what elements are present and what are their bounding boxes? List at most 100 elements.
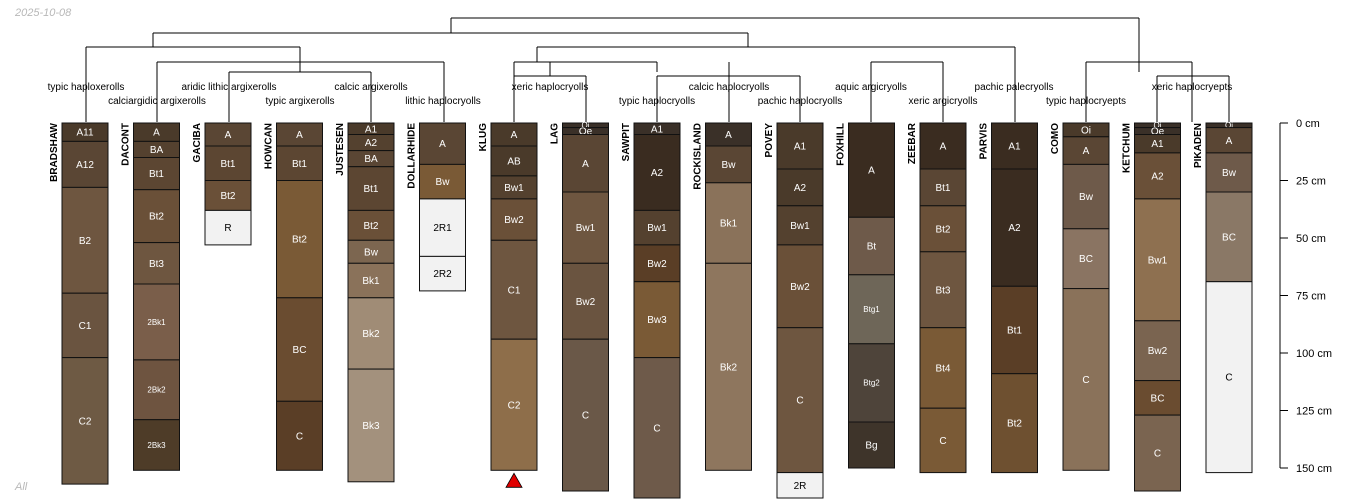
horizon-label: Bt — [867, 242, 877, 253]
axis-tick-label: 100 cm — [1296, 348, 1332, 360]
profile-name: COMO — [1050, 123, 1061, 154]
horizon-label: Bw — [364, 247, 379, 258]
horizon-2bk2 — [133, 359, 180, 421]
horizon-label: Bw2 — [576, 297, 596, 308]
profile-name: HOWCAN — [264, 123, 275, 169]
horizon-label: Oi — [1225, 121, 1233, 130]
footer-label: All — [15, 481, 28, 493]
horizon-bt1 — [276, 145, 323, 181]
horizon-label: A12 — [76, 160, 94, 171]
horizon-bc — [1205, 191, 1253, 283]
horizon-bw — [705, 145, 752, 184]
profile-klug: KLUG A AB Bw1 Bw2 C1 C2 — [478, 122, 538, 471]
horizon-a1 — [991, 122, 1038, 170]
horizon-label: A — [153, 128, 160, 139]
horizon-bt2 — [347, 209, 395, 241]
taxon-label: lithic haplocryolls — [405, 96, 481, 107]
depth-axis: 0 cm 25 cm 50 cm 75 cm 100 cm 125 cm 150 cm — [1279, 118, 1332, 475]
axis-tick-label: 0 cm — [1296, 118, 1320, 130]
horizon-bw2 — [776, 244, 824, 329]
horizon-label: C2 — [79, 416, 92, 427]
profile-name: FOXHILL — [836, 123, 847, 166]
horizon-label: Bk2 — [720, 362, 738, 373]
horizon-bg — [848, 421, 895, 469]
horizon-label: Bt2 — [292, 235, 307, 246]
horizon-bt2 — [133, 189, 180, 244]
horizon-label: Bt3 — [935, 285, 950, 296]
horizon-label: Oe — [579, 127, 593, 138]
profile-dollarhide: DOLLARHIDE A Bw 2R1 2R2 — [407, 122, 466, 292]
horizon-label: Bw2 — [504, 215, 524, 226]
horizon-label: Oi — [1154, 121, 1162, 130]
horizon-label: B2 — [79, 236, 92, 247]
horizon-label: Bt2 — [935, 224, 950, 235]
taxon-label: xeric haplocryolls — [512, 82, 589, 93]
horizon-label: 2R2 — [433, 269, 452, 280]
profile-justesen: JUSTESEN A1 A2 BA Bt1 Bt2 Bw Bk1 Bk2 Bk3 — [335, 122, 395, 483]
horizon-label: Bt2 — [149, 212, 164, 223]
horizon-label: A2 — [365, 138, 378, 149]
horizon-bk2 — [705, 262, 752, 471]
taxon-label: calcic haplocryolls — [689, 82, 770, 93]
horizon-bt3 — [133, 242, 180, 285]
taxon-label: calciargidic argixerolls — [108, 96, 206, 107]
horizon-2bk3 — [133, 419, 180, 471]
horizon-label: A11 — [76, 128, 93, 139]
horizon-2r — [776, 472, 824, 499]
profile-name: DACONT — [121, 123, 132, 166]
horizon-btg1 — [848, 274, 895, 345]
horizon-label: Bt1 — [292, 159, 307, 170]
horizon-bc — [1134, 380, 1181, 416]
horizon-label: Bw1 — [647, 223, 667, 234]
horizon-label: BC — [1151, 393, 1165, 404]
horizon-label: Bw — [1079, 192, 1094, 203]
horizon-label: Bw1 — [504, 183, 524, 194]
horizon-c — [276, 400, 323, 471]
taxon-label: aquic argicryolls — [835, 82, 907, 93]
horizon-bk3 — [347, 368, 395, 483]
horizon-label: A1 — [365, 124, 378, 135]
horizon-bw2 — [1134, 320, 1181, 382]
horizon-bt2 — [276, 180, 323, 299]
horizon-label: Bw2 — [647, 259, 667, 270]
horizon-label: C — [796, 396, 803, 407]
taxon-label: typic haploxerolls — [48, 82, 125, 93]
horizon-label: C1 — [508, 285, 521, 296]
date-label: 2025-10-08 — [15, 7, 72, 19]
profile-name: ZEEBAR — [907, 122, 918, 164]
horizon-label: Bt4 — [935, 363, 950, 374]
horizon-label: C — [296, 431, 303, 442]
profile-name: GACIBA — [192, 123, 203, 162]
horizon-bw1 — [633, 209, 681, 246]
horizon-c — [919, 407, 967, 474]
horizon-bt4 — [919, 327, 967, 409]
taxon-label: pachic palecryolls — [975, 82, 1054, 93]
horizon-label: R — [224, 223, 231, 234]
horizon-label: Btg2 — [863, 379, 880, 388]
horizon-label: BC — [1222, 232, 1236, 243]
horizon-label: Bk1 — [720, 219, 738, 230]
horizon-label: Bw1 — [790, 221, 810, 232]
profile-rockisland: ROCKISLAND A Bw Bk1 Bk2 — [693, 122, 752, 471]
horizon-label: A2 — [651, 168, 664, 179]
horizon-bw — [419, 163, 466, 200]
taxon-label: xeric argicryolls — [909, 96, 978, 107]
profile-parvis: PARVIS A1 A2 Bt1 Bt2 — [979, 122, 1038, 474]
horizon-label: 2Bk3 — [147, 441, 166, 450]
horizon-label: C2 — [508, 400, 521, 411]
horizon-c1 — [490, 239, 538, 340]
horizon-label: A — [940, 142, 947, 153]
horizon-label: A1 — [1008, 142, 1021, 153]
horizon-label: A1 — [1151, 139, 1164, 150]
horizon-bw3 — [633, 281, 681, 359]
taxon-label: xeric haplocryepts — [1152, 82, 1233, 93]
horizon-a — [848, 122, 895, 218]
horizon-label: BA — [364, 154, 378, 165]
horizon-label: A1 — [794, 142, 807, 153]
dendrogram — [85, 17, 1230, 122]
horizon-label: C — [653, 423, 660, 434]
horizon-label: Bg — [865, 441, 877, 452]
profile-zeebar: ZEEBAR A Bt1 Bt2 Bt3 Bt4 C — [907, 122, 967, 474]
horizon-bw1 — [562, 191, 609, 264]
